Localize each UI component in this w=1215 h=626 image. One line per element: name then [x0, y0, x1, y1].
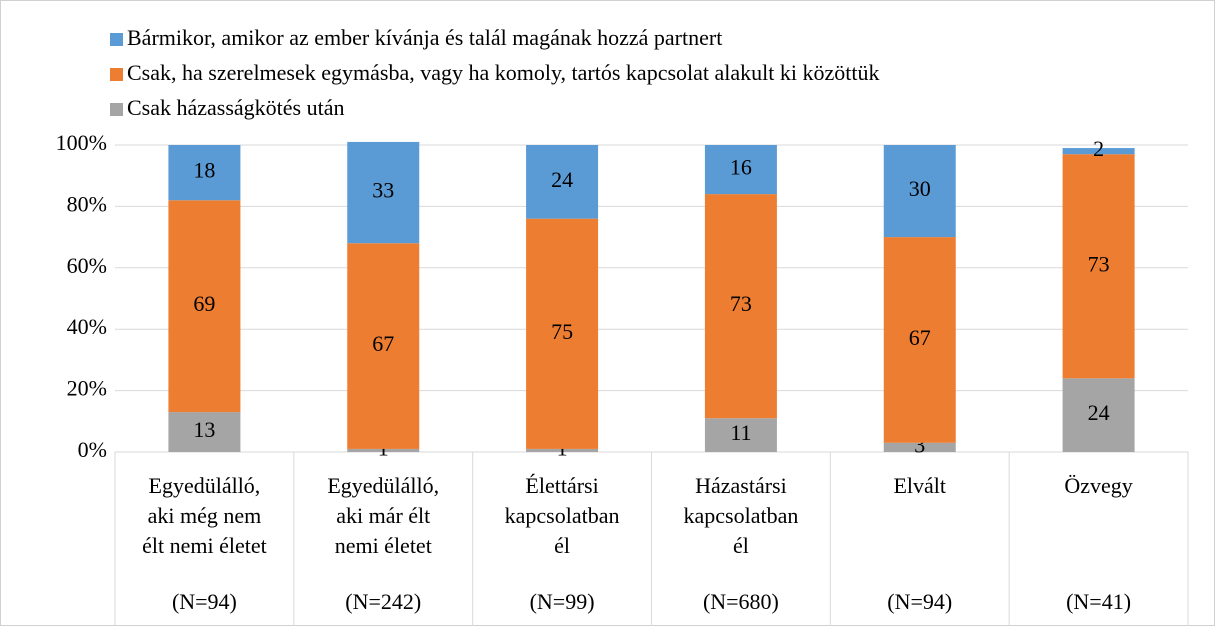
data-label: 3 [914, 432, 925, 457]
sample-size-label: (N=680) [703, 589, 779, 614]
bar-segment [883, 442, 956, 452]
bar-segment [1062, 378, 1135, 452]
legend-label: Csak házasságkötés után [127, 95, 345, 120]
data-label: 13 [193, 417, 215, 442]
x-tick-label: Házastársi [695, 473, 787, 498]
bar-segment [704, 194, 777, 419]
bar-segment [168, 145, 241, 201]
x-tick-label: Egyedülálló, [327, 473, 439, 498]
y-tick-label: 80% [67, 191, 107, 216]
bar-segment [168, 200, 241, 413]
data-label: 73 [1088, 251, 1110, 276]
data-label: 16 [730, 155, 752, 180]
data-label: 69 [193, 291, 215, 316]
data-label: 24 [551, 167, 573, 192]
bar-segment [704, 145, 777, 195]
legend-label: Csak, ha szerelmesek egymásba, vagy ha k… [127, 60, 879, 85]
x-tick-label: él [733, 533, 749, 558]
x-tick-label: élt nemi életet [142, 533, 267, 558]
y-tick-label: 0% [78, 437, 107, 462]
sample-size-label: (N=94) [887, 589, 952, 614]
data-label: 11 [730, 420, 751, 445]
bar-segment [526, 448, 599, 452]
bar-segment [347, 448, 420, 452]
legend-swatch [110, 33, 123, 46]
bar-segment [1062, 154, 1135, 379]
x-tick-label: él [554, 533, 570, 558]
bar-segment [347, 243, 420, 449]
data-label: 75 [551, 319, 573, 344]
x-tick-label: kapcsolatban [505, 503, 620, 528]
sample-size-label: (N=41) [1066, 589, 1131, 614]
bar-segment [883, 145, 956, 238]
x-tick-label: Elvált [893, 473, 946, 498]
bar-segment [526, 218, 599, 449]
x-tick-label: aki már élt [336, 503, 430, 528]
x-tick-label: nemi életet [335, 533, 432, 558]
bar-segment [168, 412, 241, 452]
bar-segment [883, 237, 956, 443]
x-tick-label: kapcsolatban [683, 503, 798, 528]
bar-segment [347, 141, 420, 244]
data-label: 67 [372, 331, 394, 356]
bar-segment [526, 145, 599, 219]
y-tick-label: 40% [67, 314, 107, 339]
bar-segment [704, 418, 777, 452]
data-label: 73 [730, 291, 752, 316]
x-tick-label: Élettársi [525, 473, 598, 498]
data-label: 24 [1088, 400, 1110, 425]
sample-size-label: (N=94) [172, 589, 237, 614]
y-tick-label: 60% [67, 253, 107, 278]
x-tick-label: Özvegy [1064, 473, 1132, 498]
data-label: 30 [909, 176, 931, 201]
sample-size-label: (N=99) [530, 589, 595, 614]
legend-swatch [110, 68, 123, 81]
x-tick-label: Egyedülálló, [149, 473, 261, 498]
bar-segment [1062, 148, 1135, 155]
sample-size-label: (N=242) [345, 589, 421, 614]
data-label: 67 [909, 325, 931, 350]
data-label: 33 [372, 178, 394, 203]
x-tick-label: aki még nem [148, 503, 262, 528]
legend-label: Bármikor, amikor az ember kívánja és tal… [127, 25, 722, 50]
data-label: 2 [1093, 136, 1104, 161]
y-tick-label: 20% [67, 376, 107, 401]
data-label: 18 [193, 158, 215, 183]
y-tick-label: 100% [56, 130, 107, 155]
legend-swatch [110, 103, 123, 116]
